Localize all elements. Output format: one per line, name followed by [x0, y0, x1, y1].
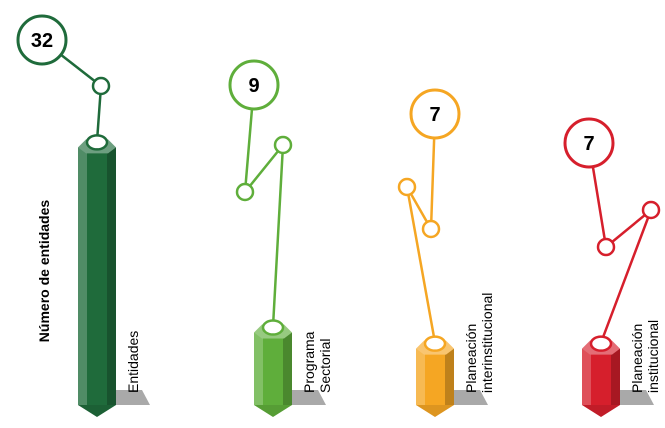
data-label: 9	[248, 75, 259, 97]
bar-face-left	[254, 332, 263, 405]
bar	[591, 348, 611, 405]
bar-tip	[582, 405, 620, 417]
connector-node	[421, 219, 441, 239]
category-label: Entidades	[125, 331, 141, 393]
bar-face-right	[107, 147, 116, 405]
bar-shadow	[284, 390, 326, 405]
bar-face-right	[611, 348, 620, 405]
connector-line	[587, 142, 654, 344]
connector-node	[273, 135, 293, 155]
connector-line	[243, 84, 285, 327]
bar-shadow	[446, 390, 488, 405]
bar-tip	[416, 405, 454, 417]
category-label: Programa	[301, 331, 317, 393]
bar	[87, 147, 107, 405]
category-label: Planeación	[463, 324, 479, 393]
bar-face-right	[283, 332, 292, 405]
bars-layer: 32 Entidades 9 Programa Sectorial 7 Planeación…	[16, 14, 661, 417]
bar-group: 9 Programa Sectorial	[228, 59, 333, 417]
connector-node	[85, 134, 109, 151]
bar-face-left	[416, 348, 425, 405]
connector-node	[641, 200, 661, 220]
category-label: Sectorial	[317, 339, 333, 393]
bar-group: 7 Planeación institucional	[563, 117, 661, 417]
value-bubble	[16, 14, 68, 66]
bar	[425, 348, 445, 405]
connector-node	[596, 237, 616, 257]
data-label: 7	[583, 133, 594, 155]
data-label: 32	[31, 30, 53, 52]
value-bubble	[228, 59, 280, 111]
connector-node	[397, 177, 417, 197]
value-bubble	[563, 117, 615, 169]
connector-node	[261, 319, 285, 336]
value-bubble	[409, 88, 461, 140]
bar-shadow	[612, 390, 654, 405]
bar-shadow	[108, 390, 150, 405]
connector-line	[405, 113, 437, 343]
category-label: interinstitucional	[479, 293, 495, 393]
connector-node	[235, 182, 255, 202]
category-label: institucional	[645, 320, 661, 393]
data-label: 7	[429, 104, 440, 126]
bar	[263, 332, 283, 405]
bar-face-right	[445, 348, 454, 405]
bar-face-left	[582, 348, 591, 405]
bar-face-left	[78, 147, 87, 405]
bar-group: 32 Entidades	[16, 14, 150, 417]
connector-node	[91, 76, 111, 96]
bar-group: 7 Planeación interinstitucional	[397, 88, 495, 417]
bar-tip	[78, 405, 116, 417]
bar-tip	[254, 405, 292, 417]
connector-node	[423, 335, 447, 352]
y-axis-label: Número de entidades	[36, 200, 52, 343]
connector-node	[589, 335, 613, 352]
category-label: Planeación	[629, 324, 645, 393]
